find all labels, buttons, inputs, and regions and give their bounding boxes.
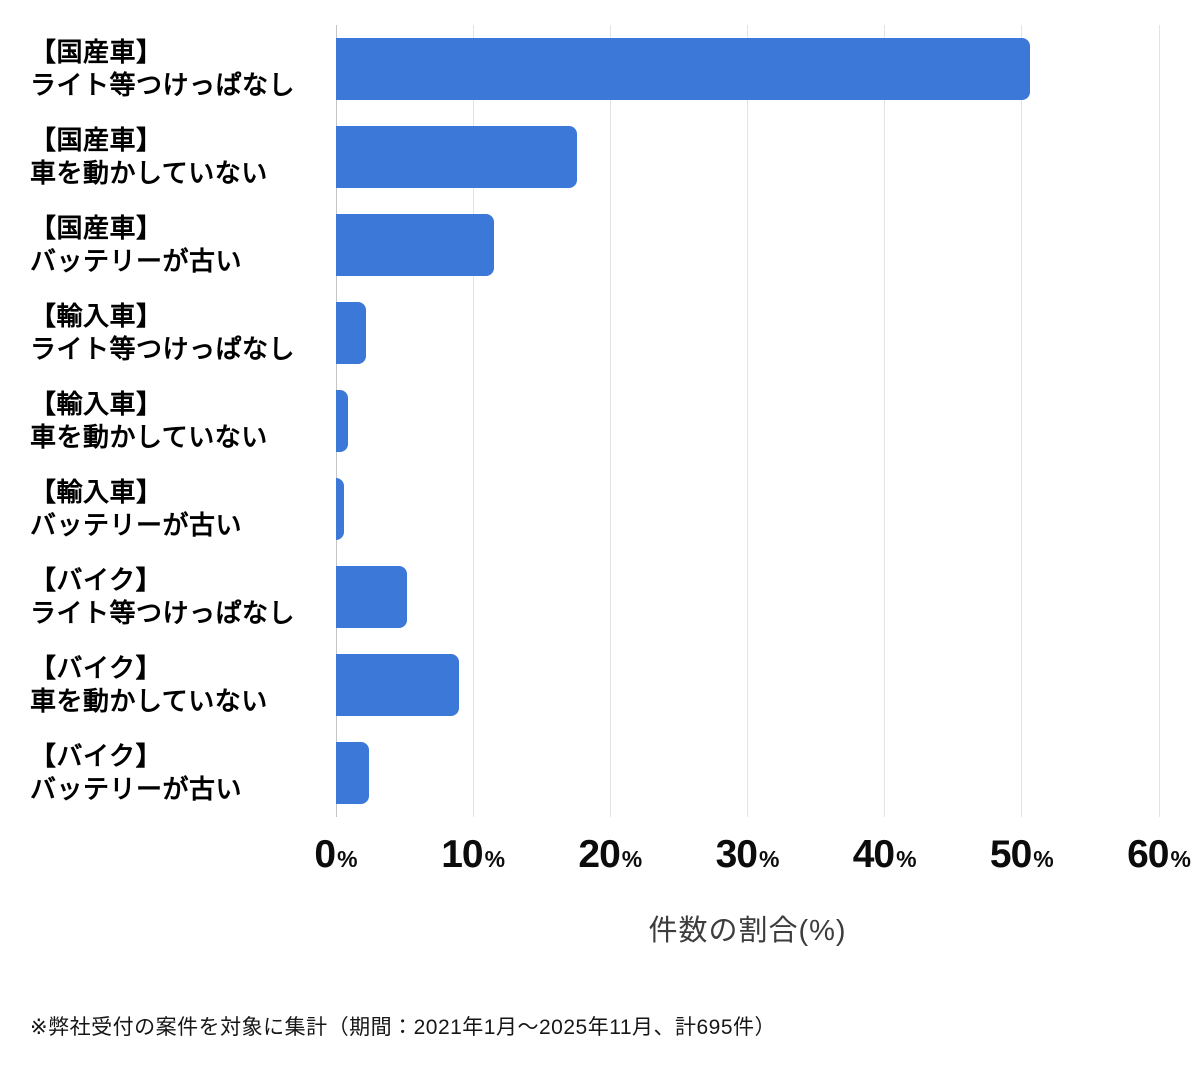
bar — [336, 478, 345, 540]
chart-footnote: ※弊社受付の案件を対象に集計（期間：2021年1月～2025年11月、計695件… — [30, 1016, 777, 1039]
tick-percent-sign: % — [484, 846, 506, 872]
x-axis-tick-label: 30% — [716, 833, 780, 877]
bar-row — [336, 377, 1159, 465]
category-label-item: バッテリーが古い — [30, 774, 243, 804]
gridline — [884, 25, 886, 817]
category-label: 【輸入車】 バッテリーが古い — [0, 465, 336, 553]
tick-percent-sign: % — [337, 846, 358, 872]
x-axis-tick-label: 20% — [578, 833, 642, 877]
gridline — [1158, 25, 1160, 817]
category-label-group: 【バイク】 — [30, 741, 162, 771]
bar-row — [336, 553, 1159, 641]
bar — [336, 302, 367, 364]
bar-row — [336, 465, 1159, 553]
bar — [336, 214, 494, 276]
tick-number: 60 — [1127, 833, 1169, 876]
bar — [336, 742, 369, 804]
category-label-item: ライト等つけっぱなし — [30, 334, 296, 364]
category-label: 【バイク】 車を動かしていない — [0, 641, 336, 729]
category-label: 【国産車】 車を動かしていない — [0, 113, 336, 201]
bar — [336, 390, 349, 452]
x-axis-tick-label: 0% — [314, 833, 357, 877]
tick-number: 50 — [989, 833, 1032, 876]
bar-row — [336, 201, 1159, 289]
gridline — [1021, 25, 1023, 817]
category-label-group: 【輸入車】 — [30, 301, 163, 331]
x-axis-tick-label: 60% — [1127, 833, 1191, 877]
category-label-group: 【国産車】 — [30, 37, 163, 67]
tick-percent-sign: % — [758, 846, 780, 872]
category-label-item: バッテリーが古い — [30, 510, 243, 540]
bar-row — [336, 289, 1159, 377]
tick-percent-sign: % — [896, 846, 917, 872]
category-label-item: 車を動かしていない — [30, 422, 268, 452]
category-label: 【輸入車】 ライト等つけっぱなし — [0, 289, 336, 377]
gridline — [747, 25, 748, 817]
bar — [336, 38, 1031, 100]
category-label-item: ライト等つけっぱなし — [30, 598, 296, 628]
x-axis-tick-label: 10% — [441, 833, 505, 877]
tick-percent-sign: % — [1033, 846, 1054, 872]
bar — [336, 126, 578, 188]
bar-row — [336, 641, 1159, 729]
category-label-item: バッテリーが古い — [30, 246, 243, 276]
category-label-group: 【輸入車】 — [30, 389, 163, 419]
category-label-group: 【バイク】 — [30, 565, 162, 595]
category-label: 【国産車】 ライト等つけっぱなし — [0, 25, 336, 113]
bar-row — [336, 25, 1159, 113]
tick-number: 40 — [852, 833, 895, 876]
tick-number: 20 — [578, 833, 620, 876]
bar — [336, 566, 408, 628]
bar-rows — [336, 25, 1159, 817]
tick-number: 30 — [715, 833, 758, 876]
category-label-group: 【バイク】 — [30, 653, 162, 683]
category-label-item: 車を動かしていない — [30, 158, 268, 188]
category-label: 【国産車】 バッテリーが古い — [0, 201, 336, 289]
category-label-item: ライト等つけっぱなし — [30, 70, 296, 100]
bar — [336, 654, 460, 716]
x-axis-tick-label: 40% — [853, 833, 917, 877]
tick-percent-sign: % — [621, 846, 643, 872]
gridline — [609, 25, 611, 817]
x-axis-tick-label: 50% — [990, 833, 1054, 877]
tick-number: 10 — [441, 833, 483, 876]
x-axis-title: 件数の割合(%) — [648, 915, 847, 947]
chart-body: 【国産車】 ライト等つけっぱなし 【国産車】 車を動かしていない 【国産車】 バ… — [0, 25, 1200, 817]
category-label-group: 【輸入車】 — [30, 477, 163, 507]
category-label: 【バイク】 ライト等つけっぱなし — [0, 553, 336, 641]
category-label-group: 【国産車】 — [30, 213, 163, 243]
plot-area — [335, 25, 1160, 817]
bar-row — [336, 113, 1159, 201]
tick-percent-sign: % — [1170, 846, 1191, 872]
category-labels-column: 【国産車】 ライト等つけっぱなし 【国産車】 車を動かしていない 【国産車】 バ… — [0, 25, 336, 817]
category-label: 【輸入車】 車を動かしていない — [0, 377, 336, 465]
category-label: 【バイク】 バッテリーが古い — [0, 729, 336, 817]
category-label-item: 車を動かしていない — [30, 686, 268, 716]
category-label-group: 【国産車】 — [30, 125, 163, 155]
x-axis: 0% 10% 20% 30% 40% 50% 60% — [314, 833, 1191, 885]
tick-number: 0 — [314, 833, 336, 876]
gridline — [472, 25, 474, 817]
bar-row — [336, 729, 1159, 817]
